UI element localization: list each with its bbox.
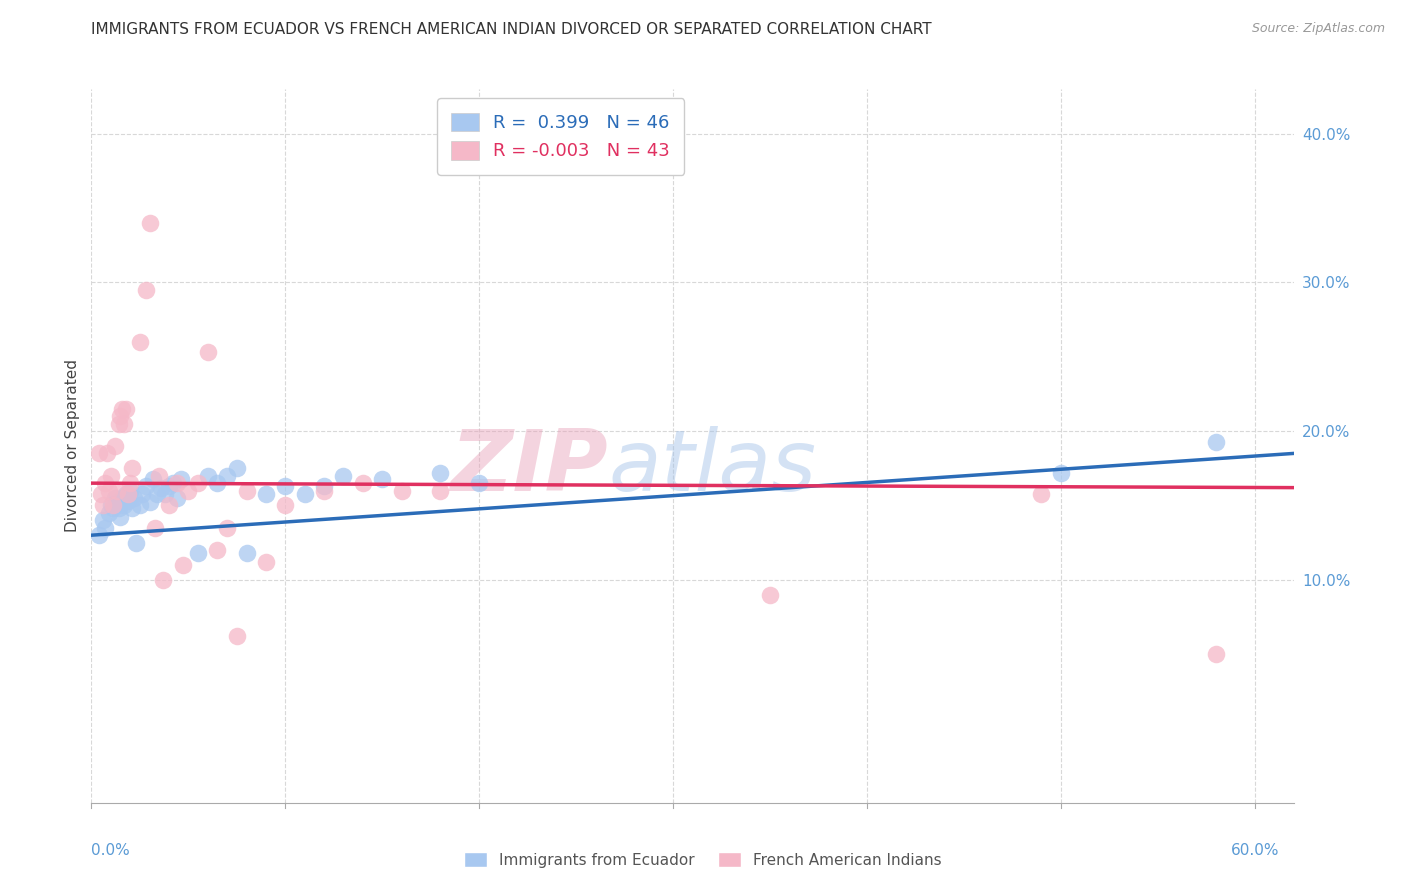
- Point: [391, 483, 413, 498]
- Legend: R =  0.399   N = 46, R = -0.003   N = 43: R = 0.399 N = 46, R = -0.003 N = 43: [437, 98, 685, 175]
- Point: [101, 501, 124, 516]
- Point: [100, 499, 122, 513]
- Point: [117, 486, 139, 500]
- Point: [371, 472, 394, 486]
- Point: [197, 468, 219, 483]
- Point: [153, 486, 176, 500]
- Point: [97, 506, 120, 520]
- Point: [274, 479, 297, 493]
- Y-axis label: Divorced or Separated: Divorced or Separated: [65, 359, 80, 533]
- Text: IMMIGRANTS FROM ECUADOR VS FRENCH AMERICAN INDIAN DIVORCED OR SEPARATED CORRELAT: IMMIGRANTS FROM ECUADOR VS FRENCH AMERIC…: [91, 22, 932, 37]
- Point: [125, 535, 148, 549]
- Point: [152, 573, 174, 587]
- Point: [150, 481, 173, 495]
- Point: [104, 439, 127, 453]
- Text: ZIP: ZIP: [451, 425, 609, 509]
- Point: [96, 446, 118, 460]
- Point: [131, 486, 153, 500]
- Point: [759, 588, 782, 602]
- Point: [352, 476, 374, 491]
- Point: [120, 483, 142, 498]
- Point: [177, 483, 200, 498]
- Point: [91, 513, 114, 527]
- Point: [207, 476, 229, 491]
- Point: [122, 491, 145, 505]
- Point: [157, 499, 180, 513]
- Point: [235, 546, 257, 560]
- Point: [312, 483, 335, 498]
- Point: [138, 216, 160, 230]
- Point: [332, 468, 354, 483]
- Point: [94, 521, 117, 535]
- Point: [110, 510, 132, 524]
- Point: [101, 499, 124, 513]
- Point: [169, 472, 191, 486]
- Point: [104, 491, 127, 505]
- Point: [112, 417, 135, 431]
- Point: [107, 501, 129, 516]
- Point: [146, 486, 169, 500]
- Point: [100, 468, 122, 483]
- Point: [166, 476, 188, 491]
- Point: [429, 483, 451, 498]
- Point: [135, 283, 157, 297]
- Point: [94, 476, 117, 491]
- Point: [1205, 434, 1227, 449]
- Point: [148, 468, 170, 483]
- Point: [217, 468, 239, 483]
- Point: [115, 486, 138, 500]
- Point: [107, 417, 129, 431]
- Point: [217, 521, 239, 535]
- Point: [97, 483, 120, 498]
- Text: atlas: atlas: [609, 425, 817, 509]
- Point: [1205, 647, 1227, 661]
- Point: [157, 479, 180, 493]
- Point: [312, 479, 335, 493]
- Point: [121, 501, 143, 516]
- Text: 60.0%: 60.0%: [1230, 843, 1279, 858]
- Point: [120, 476, 142, 491]
- Point: [121, 461, 143, 475]
- Point: [187, 546, 209, 560]
- Point: [197, 345, 219, 359]
- Point: [172, 558, 194, 572]
- Text: 0.0%: 0.0%: [91, 843, 131, 858]
- Point: [138, 495, 160, 509]
- Point: [225, 461, 247, 475]
- Point: [105, 483, 128, 498]
- Point: [207, 543, 229, 558]
- Point: [274, 499, 297, 513]
- Point: [90, 486, 112, 500]
- Point: [111, 401, 134, 416]
- Point: [117, 494, 139, 508]
- Point: [468, 476, 491, 491]
- Point: [115, 401, 138, 416]
- Legend: Immigrants from Ecuador, French American Indians: Immigrants from Ecuador, French American…: [457, 844, 949, 875]
- Point: [128, 334, 150, 349]
- Point: [225, 629, 247, 643]
- Point: [111, 491, 134, 505]
- Point: [105, 495, 128, 509]
- Point: [89, 446, 111, 460]
- Point: [145, 521, 167, 535]
- Point: [429, 466, 451, 480]
- Point: [294, 486, 316, 500]
- Point: [1050, 466, 1073, 480]
- Point: [91, 499, 114, 513]
- Point: [1031, 486, 1053, 500]
- Point: [128, 499, 150, 513]
- Point: [187, 476, 209, 491]
- Point: [142, 472, 165, 486]
- Text: Source: ZipAtlas.com: Source: ZipAtlas.com: [1251, 22, 1385, 36]
- Point: [135, 479, 157, 493]
- Point: [112, 499, 135, 513]
- Point: [89, 528, 111, 542]
- Point: [166, 491, 188, 505]
- Point: [254, 555, 277, 569]
- Point: [254, 486, 277, 500]
- Point: [110, 409, 132, 424]
- Point: [235, 483, 257, 498]
- Point: [162, 476, 184, 491]
